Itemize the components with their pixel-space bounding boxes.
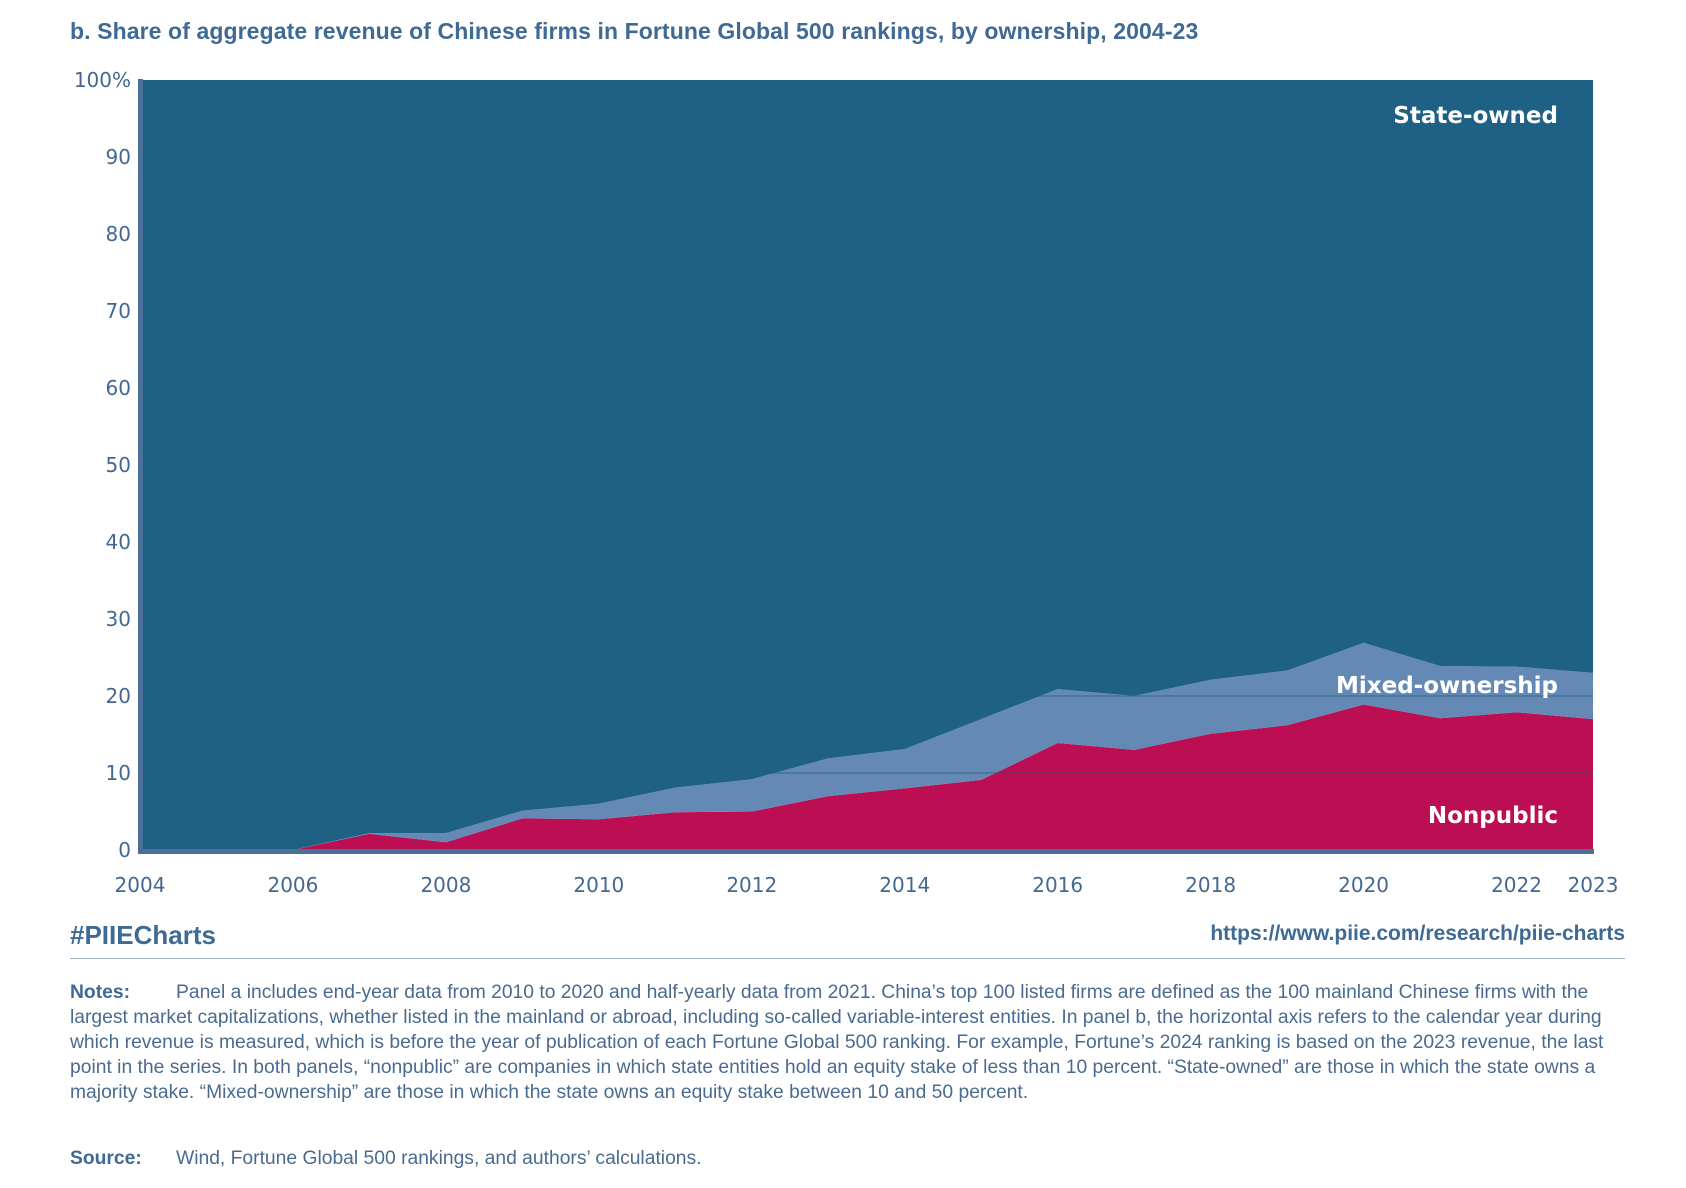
x-tick-label: 2004 xyxy=(115,873,166,897)
x-tick-label: 2020 xyxy=(1338,873,1389,897)
series-label-nonpublic: Nonpublic xyxy=(1428,803,1558,829)
x-tick-label: 2023 xyxy=(1568,873,1619,897)
series-labels: State-owned Mixed-ownership Nonpublic xyxy=(1336,103,1558,829)
x-tick-label: 2016 xyxy=(1032,873,1083,897)
series-label-state-owned: State-owned xyxy=(1393,103,1558,129)
y-tick-label: 70 xyxy=(106,299,131,323)
area-mixed-ownership xyxy=(140,642,1593,850)
notes-block: Notes: Panel a includes end-year data fro… xyxy=(70,980,1630,1105)
footer-divider xyxy=(70,958,1625,959)
x-tick-label: 2006 xyxy=(267,873,318,897)
y-tick-label: 20 xyxy=(106,684,131,708)
y-tick-label: 90 xyxy=(106,145,131,169)
y-tick-label: 60 xyxy=(106,376,131,400)
chart-title: b. Share of aggregate revenue of Chinese… xyxy=(70,18,1199,44)
x-tick-label: 2012 xyxy=(726,873,777,897)
notes-text: Panel a includes end-year data from 2010… xyxy=(70,982,1604,1103)
y-axis-ticks: 0 10 20 30 40 50 60 70 80 90 100% xyxy=(74,68,131,862)
y-tick-label: 0 xyxy=(118,838,131,862)
x-tick-label: 2014 xyxy=(879,873,930,897)
stacked-area-chart: 0 10 20 30 40 50 60 70 80 90 100% 2004 2006 2008 2010… xyxy=(74,68,1619,897)
y-tick-label: 80 xyxy=(106,222,131,246)
area-nonpublic xyxy=(140,704,1593,850)
y-axis-line xyxy=(138,79,143,853)
x-axis-ticks: 2004 2006 2008 2010 2012 2014 2016 2018 2020 2022… xyxy=(115,873,1619,897)
y-tick-label: 10 xyxy=(106,761,131,785)
x-tick-label: 2022 xyxy=(1491,873,1542,897)
source-label: Source: xyxy=(70,1148,142,1169)
y-tick-label: 30 xyxy=(106,607,131,631)
gridlines xyxy=(144,156,1593,774)
hashtag-label: #PIIECharts xyxy=(70,920,216,950)
y-tick-label: 100% xyxy=(74,68,131,92)
x-axis-line xyxy=(138,849,1594,854)
source-url-link[interactable]: https://www.piie.com/research/piie-chart… xyxy=(1210,922,1625,945)
x-tick-label: 2018 xyxy=(1185,873,1236,897)
source-text: Wind, Fortune Global 500 rankings, and a… xyxy=(176,1148,702,1169)
source-block: Source: Wind, Fortune Global 500 rankings… xyxy=(70,1146,702,1171)
x-tick-label: 2010 xyxy=(573,873,624,897)
axes xyxy=(138,79,1594,854)
notes-label: Notes: xyxy=(70,982,130,1003)
y-tick-label: 40 xyxy=(106,530,131,554)
series-label-mixed-ownership: Mixed-ownership xyxy=(1336,673,1558,699)
y-tick-label: 50 xyxy=(106,453,131,477)
x-tick-label: 2008 xyxy=(420,873,471,897)
